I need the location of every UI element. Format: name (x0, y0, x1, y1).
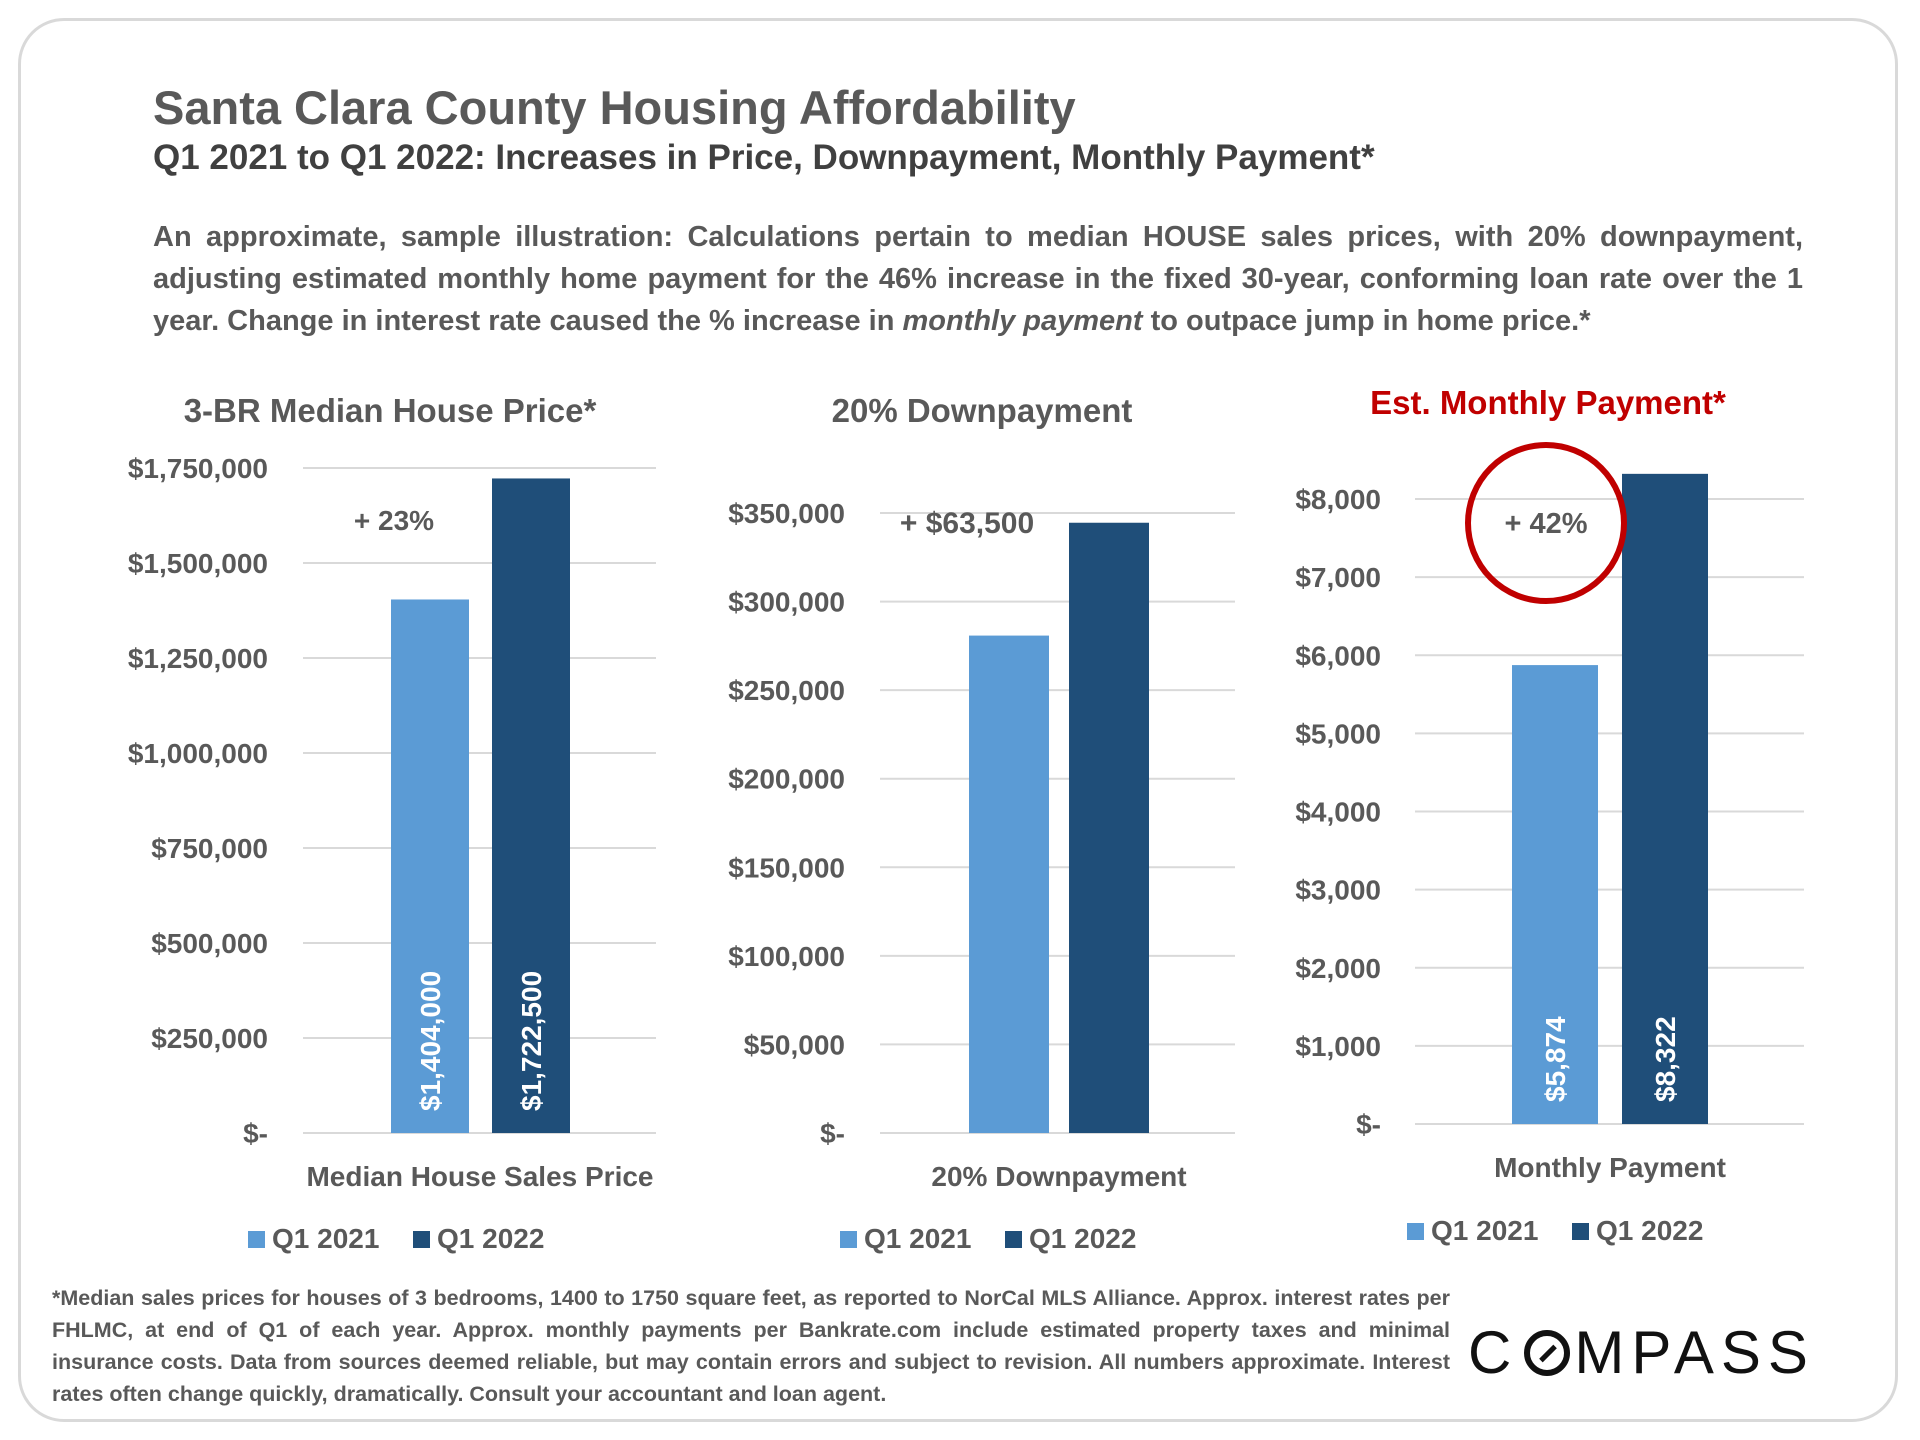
legend-swatch (1407, 1223, 1424, 1240)
y-tick-label: $6,000 (1295, 640, 1381, 671)
x-category-label: Monthly Payment (1494, 1152, 1726, 1183)
y-tick-label: $8,000 (1295, 484, 1381, 515)
page-title: Santa Clara County Housing Affordability (153, 81, 1076, 134)
chart-title: Est. Monthly Payment* (1370, 384, 1726, 421)
y-tick-label: $4,000 (1295, 797, 1381, 828)
y-tick-label: $- (1356, 1109, 1381, 1140)
bar-q1-2021 (1512, 665, 1598, 1124)
legend-label: Q1 2021 (1431, 1215, 1538, 1246)
change-annotation: + 23% (354, 505, 434, 536)
chart-house-price: 3-BR Median House Price* $- $250,000 $500,0… (128, 392, 656, 1254)
y-tick-label: $100,000 (728, 941, 845, 972)
legend-swatch (248, 1231, 265, 1248)
y-tick-label: $5,000 (1295, 718, 1381, 749)
compass-logo: C MPASS (1468, 1318, 1815, 1387)
legend-swatch (1572, 1223, 1589, 1240)
y-tick-label: $250,000 (728, 675, 845, 706)
y-tick-label: $200,000 (728, 764, 845, 795)
description-part-1: An approximate, sample illustration: Cal… (153, 221, 1803, 337)
y-tick-label: $1,000,000 (128, 738, 268, 769)
chart-title: 3-BR Median House Price* (184, 392, 597, 429)
legend-swatch (840, 1231, 857, 1248)
chart-title: 20% Downpayment (832, 392, 1133, 429)
y-tick-label: $50,000 (744, 1029, 845, 1060)
change-annotation: + $63,500 (900, 507, 1034, 540)
y-tick-label: $750,000 (151, 833, 268, 864)
logo-text-right: MPASS (1574, 1319, 1815, 1386)
description-emphasis: monthly payment (902, 305, 1143, 337)
bar-q1-2022 (1622, 473, 1708, 1124)
bar-q1-2022 (1069, 522, 1149, 1133)
description-part-2: to outpace jump in home price.* (1142, 305, 1591, 337)
logo-text-left: C (1468, 1319, 1519, 1386)
y-tick-label: $150,000 (728, 852, 845, 883)
legend-label: Q1 2021 (864, 1223, 971, 1254)
highlight-circle (1465, 442, 1627, 604)
y-tick-label: $- (820, 1118, 845, 1149)
bar-data-label: $1,722,500 (516, 971, 547, 1111)
bar-data-label: $5,874 (1540, 1016, 1571, 1102)
bar-q1-2021 (969, 635, 1049, 1133)
legend-label: Q1 2022 (1029, 1223, 1136, 1254)
legend-label: Q1 2021 (272, 1223, 379, 1254)
y-tick-label: $1,000 (1295, 1031, 1381, 1062)
legend-swatch (1005, 1231, 1022, 1248)
y-tick-label: $500,000 (151, 928, 268, 959)
y-tick-label: $1,500,000 (128, 548, 268, 579)
y-tick-label: $2,000 (1295, 953, 1381, 984)
legend-label: Q1 2022 (1596, 1215, 1703, 1246)
y-tick-label: $1,750,000 (128, 453, 268, 484)
bar-data-label: $1,404,000 (415, 971, 446, 1111)
change-annotation: + 42% (1504, 508, 1587, 540)
legend-label: Q1 2022 (437, 1223, 544, 1254)
bar-q1-2022 (492, 478, 570, 1133)
chart-monthly-payment: Est. Monthly Payment* $- $1,000 $2,000 $3,00… (1295, 384, 1804, 1246)
y-tick-label: $7,000 (1295, 562, 1381, 593)
legend-swatch (413, 1231, 430, 1248)
y-tick-label: $1,250,000 (128, 643, 268, 674)
footnote: *Median sales prices for houses of 3 bed… (52, 1286, 1450, 1406)
y-tick-label: $300,000 (728, 587, 845, 618)
bar-data-label: $8,322 (1650, 1016, 1681, 1102)
page-subtitle: Q1 2021 to Q1 2022: Increases in Price, … (153, 138, 1375, 177)
description: An approximate, sample illustration: Cal… (153, 216, 1803, 342)
x-category-label: Median House Sales Price (306, 1161, 653, 1192)
y-tick-label: $350,000 (728, 498, 845, 529)
x-category-label: 20% Downpayment (931, 1161, 1186, 1192)
y-tick-label: $- (243, 1118, 268, 1149)
y-tick-label: $250,000 (151, 1023, 268, 1054)
bar-q1-2021 (391, 599, 469, 1133)
chart-downpayment: 20% Downpayment $- $50,000 $100,000 $150,000… (728, 392, 1235, 1254)
y-tick-label: $3,000 (1295, 875, 1381, 906)
logo-o-icon (1524, 1329, 1571, 1376)
